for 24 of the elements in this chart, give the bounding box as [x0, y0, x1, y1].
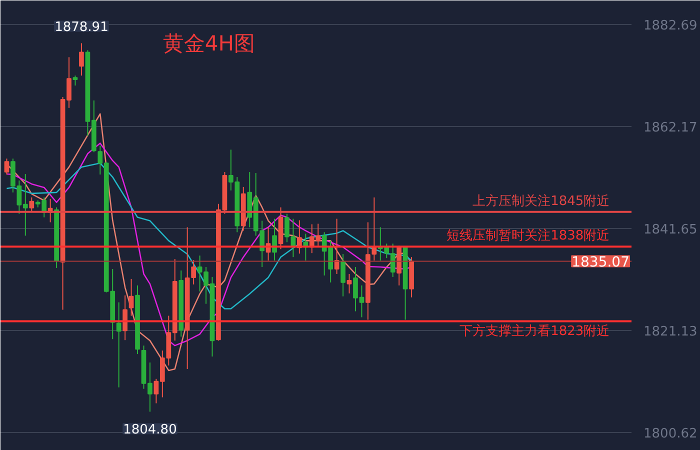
candlestick: [29, 196, 34, 213]
candlestick: [72, 75, 78, 86]
ref-line-label: 下方支撑主力看1823附近: [460, 323, 610, 340]
ref-line-label: 上方压制关注1845附近: [472, 192, 610, 209]
candlestick: [116, 302, 122, 388]
ref-line-label: 短线压制暂时关注1838附近: [446, 228, 610, 244]
candlestick: [272, 218, 277, 262]
annotation: 1878.91: [54, 20, 108, 36]
y-tick-label: 1862.17: [644, 120, 698, 136]
candlestick: [346, 273, 352, 294]
y-tick-label: 1821.13: [644, 324, 698, 340]
y-tick-label: 1800.62: [644, 426, 698, 442]
candlestick: [340, 254, 346, 297]
candlestick: [128, 278, 134, 316]
annotation: 1804.80: [123, 422, 177, 438]
candlestick: [390, 243, 396, 278]
y-tick-label: 1841.65: [644, 222, 698, 238]
annotation: 1835.07: [572, 254, 630, 271]
candlestick: [122, 294, 128, 341]
candlestick: [79, 42, 84, 76]
candlestick: [191, 260, 196, 285]
text: 黄金4H图: [162, 32, 256, 56]
y-tick-label: 1882.69: [644, 18, 698, 34]
candlestick: [4, 158, 10, 176]
